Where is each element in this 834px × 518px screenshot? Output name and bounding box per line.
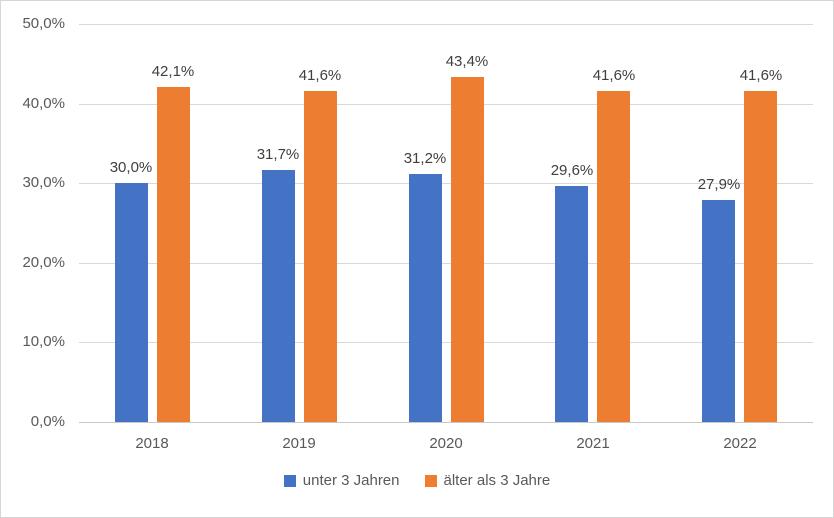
bar [555, 186, 588, 422]
legend-label: unter 3 Jahren [302, 472, 400, 489]
x-category-label: 2020 [429, 435, 463, 452]
gridline [79, 263, 813, 264]
data-label: 43,4% [445, 53, 489, 70]
data-label: 30,0% [109, 159, 153, 176]
bar [744, 91, 777, 422]
legend-swatch [283, 474, 296, 487]
y-tick-label: 30,0% [22, 174, 65, 191]
gridline [79, 342, 813, 343]
legend-label: älter als 3 Jahre [443, 472, 551, 489]
bar [262, 170, 295, 422]
data-label: 29,6% [550, 162, 594, 179]
x-category-label: 2019 [282, 435, 316, 452]
legend-swatch [424, 474, 437, 487]
gridline [79, 104, 813, 105]
x-category-label: 2018 [135, 435, 169, 452]
gridline [79, 24, 813, 25]
legend: unter 3 Jahren älter als 3 Jahre [1, 472, 833, 489]
gridline [79, 422, 813, 423]
data-label: 31,7% [256, 146, 300, 163]
bar [304, 91, 337, 422]
y-tick-label: 0,0% [30, 413, 65, 430]
y-tick-label: 20,0% [22, 254, 65, 271]
legend-entry: älter als 3 Jahre [424, 472, 551, 489]
x-category-label: 2021 [576, 435, 610, 452]
data-label: 42,1% [151, 63, 195, 80]
data-label: 41,6% [739, 67, 783, 84]
data-label: 31,2% [403, 150, 447, 167]
bar [115, 183, 148, 422]
bar [451, 77, 484, 422]
data-label: 41,6% [298, 67, 342, 84]
gridline [79, 183, 813, 184]
data-label: 41,6% [592, 67, 636, 84]
x-category-label: 2022 [723, 435, 757, 452]
y-tick-label: 40,0% [22, 95, 65, 112]
bar [702, 200, 735, 422]
data-label: 27,9% [697, 176, 741, 193]
y-tick-label: 50,0% [22, 15, 65, 32]
bar [409, 174, 442, 422]
y-tick-label: 10,0% [22, 333, 65, 350]
legend-entry: unter 3 Jahren [283, 472, 400, 489]
bar [157, 87, 190, 422]
bar [597, 91, 630, 422]
plot-area: 30,0% 42,1% 31,7% 41,6% 31,2% 43,4% 29,6% 41,6%… [79, 24, 813, 423]
